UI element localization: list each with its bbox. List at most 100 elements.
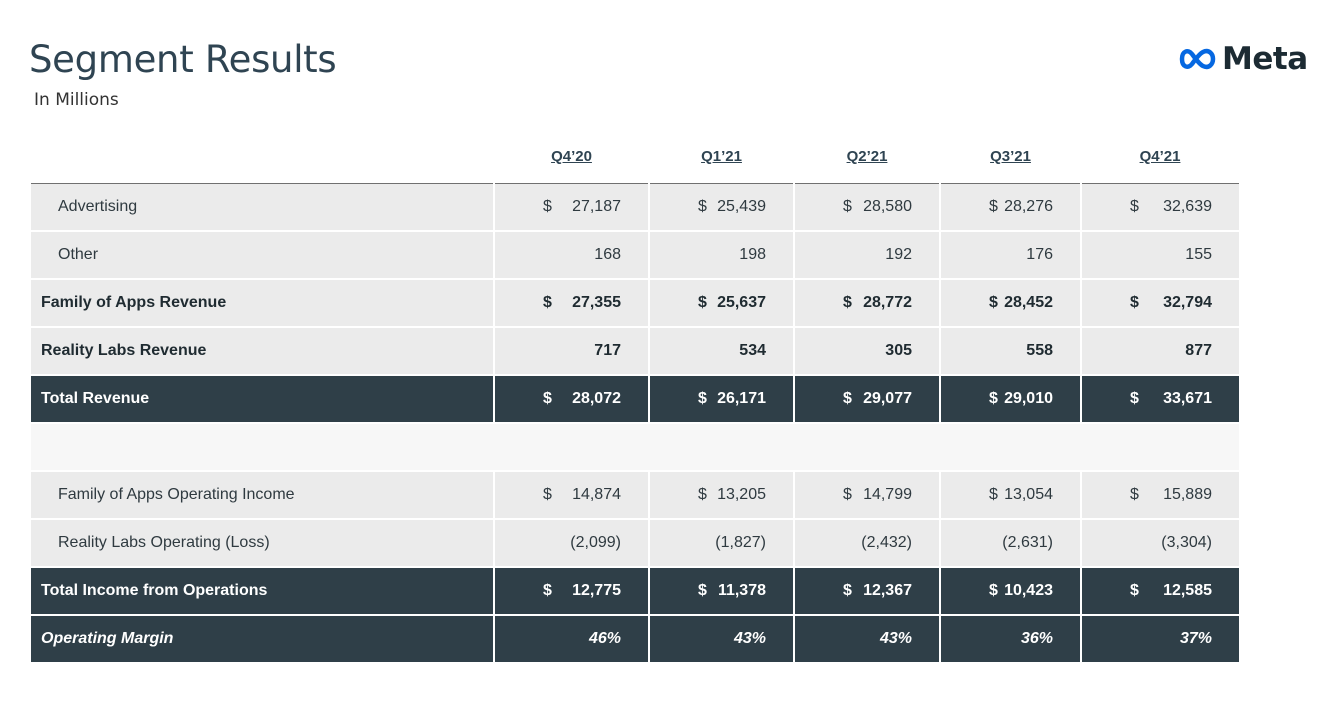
table-cell: $32,639	[1080, 183, 1239, 232]
table-cell: (2,631)	[939, 519, 1081, 568]
dollar-sign: $	[543, 582, 552, 599]
table-cell: 43%	[648, 615, 794, 664]
cell-value: 15,889	[1163, 486, 1212, 503]
dollar-sign: $	[989, 294, 998, 311]
page-subtitle: In Millions	[34, 90, 119, 110]
table-cell: 534	[648, 327, 794, 376]
cell-value: 25,637	[717, 294, 766, 311]
dollar-sign: $	[698, 294, 707, 311]
header-blank	[31, 130, 494, 184]
table-cell: 877	[1080, 327, 1239, 376]
dollar-sign: $	[989, 198, 998, 215]
dollar-sign: $	[1130, 486, 1139, 503]
cell-value: 29,010	[1004, 390, 1053, 407]
table-row-operating-margin: Operating Margin 46% 43% 43% 36% 37%	[31, 615, 1239, 664]
cell-value: 28,072	[572, 390, 621, 407]
dollar-sign: $	[843, 390, 852, 407]
table-cell: $14,874	[493, 471, 649, 520]
cell-value: 28,452	[1004, 294, 1053, 311]
table-cell: $25,637	[648, 279, 794, 328]
table-cell: $33,671	[1080, 375, 1239, 424]
column-header: Q2’21	[794, 130, 940, 184]
row-label: Reality Labs Operating (Loss)	[31, 519, 494, 568]
table-cell: 192	[793, 231, 940, 280]
cell-value: 13,205	[717, 486, 766, 503]
row-label: Total Income from Operations	[31, 567, 494, 616]
table-cell: $15,889	[1080, 471, 1239, 520]
table-cell: $27,355	[493, 279, 649, 328]
cell-value: 32,794	[1163, 294, 1212, 311]
table-cell: $11,378	[648, 567, 794, 616]
table-cell: $28,772	[793, 279, 940, 328]
column-header: Q4’20	[494, 130, 649, 184]
segment-results-table: Q4’20 Q1’21 Q2’21 Q3’21 Q4’21 Advertisin…	[31, 130, 1239, 664]
cell-value: 27,355	[572, 294, 621, 311]
row-label: Other	[31, 231, 494, 280]
table-cell: $29,010	[939, 375, 1081, 424]
dollar-sign: $	[1130, 582, 1139, 599]
row-label: Operating Margin	[31, 615, 494, 664]
cell-value: 27,187	[572, 198, 621, 215]
cell-value: 25,439	[717, 198, 766, 215]
page-title: Segment Results	[29, 38, 337, 81]
cell-value: 11,378	[717, 582, 766, 599]
row-label: Advertising	[31, 183, 494, 232]
table-cell: $25,439	[648, 183, 794, 232]
dollar-sign: $	[989, 582, 998, 599]
dollar-sign: $	[543, 390, 552, 407]
column-header: Q1’21	[649, 130, 794, 184]
table-cell: 155	[1080, 231, 1239, 280]
cell-value: 10,423	[1004, 582, 1053, 599]
column-header: Q4’21	[1081, 130, 1239, 184]
cell-value: 26,171	[717, 390, 766, 407]
table-row-total-income: Total Income from Operations $12,775 $11…	[31, 567, 1239, 616]
table-cell: $14,799	[793, 471, 940, 520]
dollar-sign: $	[843, 486, 852, 503]
meta-infinity-icon	[1179, 48, 1216, 70]
table-cell: (3,304)	[1080, 519, 1239, 568]
dollar-sign: $	[843, 294, 852, 311]
cell-value: 28,580	[863, 198, 912, 215]
cell-value: 29,077	[863, 390, 912, 407]
table-cell: $12,775	[493, 567, 649, 616]
table-cell: 176	[939, 231, 1081, 280]
table-cell: $28,276	[939, 183, 1081, 232]
table-cell: $13,054	[939, 471, 1081, 520]
table-row-advertising: Advertising $27,187 $25,439 $28,580 $28,…	[31, 183, 1239, 232]
table-row-total-revenue: Total Revenue $28,072 $26,171 $29,077 $2…	[31, 375, 1239, 424]
dollar-sign: $	[989, 390, 998, 407]
row-label: Reality Labs Revenue	[31, 327, 494, 376]
dollar-sign: $	[1130, 198, 1139, 215]
table-cell: (2,432)	[793, 519, 940, 568]
table-cell: $12,367	[793, 567, 940, 616]
cell-value: 12,585	[1163, 582, 1212, 599]
dollar-sign: $	[698, 390, 707, 407]
table-cell: $12,585	[1080, 567, 1239, 616]
table-cell: $26,171	[648, 375, 794, 424]
table-cell: 46%	[493, 615, 649, 664]
meta-logo: Meta	[1176, 41, 1308, 77]
dollar-sign: $	[698, 582, 707, 599]
spacer-row	[31, 423, 1239, 472]
cell-value: 14,874	[572, 486, 621, 503]
column-header: Q3’21	[940, 130, 1081, 184]
table-cell: 558	[939, 327, 1081, 376]
table-cell: $28,580	[793, 183, 940, 232]
table-cell: (1,827)	[648, 519, 794, 568]
table-cell: $29,077	[793, 375, 940, 424]
meta-logo-text: Meta	[1222, 41, 1308, 77]
table-cell: 168	[493, 231, 649, 280]
header-row: Q4’20 Q1’21 Q2’21 Q3’21 Q4’21	[31, 130, 1239, 184]
table-row-rl-revenue: Reality Labs Revenue 717 534 305 558 877	[31, 327, 1239, 376]
table-row-foa-revenue: Family of Apps Revenue $27,355 $25,637 $…	[31, 279, 1239, 328]
table-cell: 717	[493, 327, 649, 376]
dollar-sign: $	[843, 582, 852, 599]
dollar-sign: $	[698, 198, 707, 215]
cell-value: 28,276	[1004, 198, 1053, 215]
row-label: Family of Apps Operating Income	[31, 471, 494, 520]
table-cell: 198	[648, 231, 794, 280]
table-cell: $27,187	[493, 183, 649, 232]
table-cell: 36%	[939, 615, 1081, 664]
table-row-other: Other 168 198 192 176 155	[31, 231, 1239, 280]
table-cell: 37%	[1080, 615, 1239, 664]
